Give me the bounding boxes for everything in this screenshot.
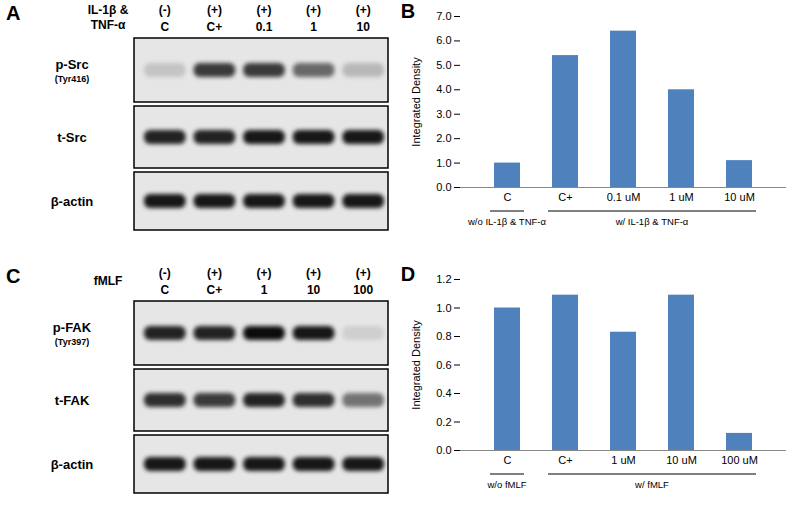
svg-text:(+): (+) (306, 3, 321, 17)
svg-text:B: B (401, 0, 415, 22)
svg-text:1.2: 1.2 (436, 273, 451, 285)
svg-text:A: A (6, 2, 20, 24)
svg-text:(+): (+) (306, 266, 321, 280)
svg-text:(Tyr416): (Tyr416) (55, 74, 89, 84)
svg-text:0.0: 0.0 (436, 444, 451, 456)
svg-text:0.4: 0.4 (436, 387, 451, 399)
svg-text:fMLF: fMLF (94, 274, 123, 288)
svg-text:0.6: 0.6 (436, 359, 451, 371)
svg-text:C: C (504, 191, 512, 203)
svg-text:100: 100 (353, 283, 373, 297)
svg-text:4.0: 4.0 (436, 83, 451, 95)
svg-text:C+: C+ (207, 283, 223, 297)
svg-text:1: 1 (261, 283, 268, 297)
svg-text:5.0: 5.0 (436, 59, 451, 71)
svg-text:p-FAK: p-FAK (53, 320, 92, 335)
svg-text:(-): (-) (159, 266, 171, 280)
svg-text:w/o IL-1β & TNF-α: w/o IL-1β & TNF-α (467, 216, 547, 227)
svg-text:3.0: 3.0 (436, 108, 451, 120)
svg-text:(+): (+) (207, 3, 222, 17)
svg-text:0.1 uM: 0.1 uM (607, 191, 641, 203)
svg-text:w/o fMLF: w/o fMLF (486, 479, 526, 490)
svg-text:(+): (+) (356, 3, 371, 17)
svg-text:IL-1β &: IL-1β & (88, 3, 129, 17)
svg-text:C+: C+ (207, 20, 223, 34)
svg-text:(+): (+) (207, 266, 222, 280)
svg-text:TNF-α: TNF-α (91, 18, 126, 32)
svg-text:1.0: 1.0 (436, 157, 451, 169)
svg-text:(+): (+) (356, 266, 371, 280)
svg-text:Integrated Density: Integrated Density (410, 57, 422, 147)
svg-text:(Tyr397): (Tyr397) (55, 337, 89, 347)
svg-text:1.0: 1.0 (436, 302, 451, 314)
svg-text:10: 10 (357, 20, 371, 34)
svg-text:p-Src: p-Src (55, 57, 88, 72)
svg-text:C: C (160, 20, 169, 34)
svg-text:(-): (-) (159, 3, 171, 17)
svg-text:6.0: 6.0 (436, 34, 451, 46)
svg-text:β-actin: β-actin (51, 457, 94, 472)
svg-text:10 uM: 10 uM (724, 191, 755, 203)
svg-text:C+: C+ (558, 454, 572, 466)
svg-text:7.0: 7.0 (436, 10, 451, 22)
svg-text:(+): (+) (257, 3, 272, 17)
svg-text:0.2: 0.2 (436, 416, 451, 428)
svg-text:0.8: 0.8 (436, 330, 451, 342)
svg-text:0.0: 0.0 (436, 181, 451, 193)
svg-text:0.1: 0.1 (256, 20, 273, 34)
svg-text:(+): (+) (257, 266, 272, 280)
svg-text:t-FAK: t-FAK (55, 393, 90, 408)
svg-text:10: 10 (307, 283, 321, 297)
svg-text:C: C (504, 454, 512, 466)
svg-text:Integrated Density: Integrated Density (410, 320, 422, 410)
svg-text:1 uM: 1 uM (669, 191, 693, 203)
svg-text:2.0: 2.0 (436, 132, 451, 144)
svg-text:1 uM: 1 uM (611, 454, 635, 466)
svg-text:C: C (160, 283, 169, 297)
svg-text:D: D (401, 263, 415, 285)
svg-text:1: 1 (310, 20, 317, 34)
svg-text:t-Src: t-Src (57, 130, 87, 145)
svg-text:C+: C+ (558, 191, 572, 203)
svg-text:10 uM: 10 uM (666, 454, 697, 466)
svg-text:w/ IL-1β & TNF-α: w/ IL-1β & TNF-α (615, 216, 689, 227)
svg-text:C: C (6, 265, 20, 287)
svg-text:β-actin: β-actin (51, 194, 94, 209)
svg-text:w/ fMLF: w/ fMLF (634, 479, 669, 490)
svg-text:100 uM: 100 uM (721, 454, 758, 466)
